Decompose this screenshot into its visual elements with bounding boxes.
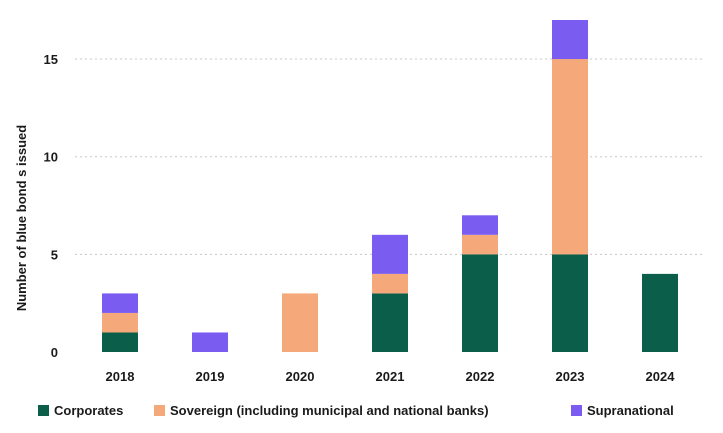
- x-tick-label-2022: 2022: [466, 369, 495, 384]
- x-tick-label-2020: 2020: [286, 369, 315, 384]
- x-tick-label-2018: 2018: [106, 369, 135, 384]
- x-tick-label-2023: 2023: [556, 369, 585, 384]
- grid-layer: [75, 58, 705, 255]
- legend-label-1: Sovereign (including municipal and natio…: [170, 403, 489, 418]
- bar-2019-series-2: [192, 332, 228, 352]
- legend-swatch-2: [571, 405, 582, 416]
- legend-swatch-0: [38, 405, 49, 416]
- bar-2021-series-0: [372, 293, 408, 352]
- legend-swatch-1: [154, 405, 165, 416]
- bar-2023-series-0: [552, 254, 588, 352]
- bar-2020-series-1: [282, 293, 318, 352]
- x-tick-label-2024: 2024: [646, 369, 676, 384]
- bar-2021-series-1: [372, 273, 408, 294]
- bar-2018-series-1: [102, 312, 138, 333]
- legend: Corporates Sovereign (including municipal…: [38, 403, 674, 418]
- bar-2023-series-2: [552, 20, 588, 60]
- bar-2022-series-1: [462, 234, 498, 255]
- y-tick-label-0: 0: [51, 345, 58, 360]
- bar-2018-series-2: [102, 293, 138, 313]
- bar-2024-series-0: [642, 273, 678, 352]
- y-tick-label-5: 5: [51, 247, 58, 262]
- bar-2022-series-2: [462, 215, 498, 235]
- y-tick-label-15: 15: [44, 52, 58, 67]
- x-tick-label-2021: 2021: [376, 369, 405, 384]
- x-tick-label-2019: 2019: [196, 369, 225, 384]
- legend-label-2: Supranational: [587, 403, 674, 418]
- y-tick-label-10: 10: [44, 150, 58, 165]
- ticks-layer: 0 5 10 15 2018 2019 2020 2021 2022 2023 2024: [44, 52, 676, 384]
- bar-2023-series-1: [552, 59, 588, 255]
- bar-2022-series-0: [462, 254, 498, 352]
- bar-2018-series-0: [102, 332, 138, 352]
- legend-label-0: Corporates: [54, 403, 123, 418]
- bars-layer: [102, 20, 678, 352]
- bar-2021-series-2: [372, 234, 408, 274]
- y-axis-label: Number of blue bond s issued: [14, 125, 29, 311]
